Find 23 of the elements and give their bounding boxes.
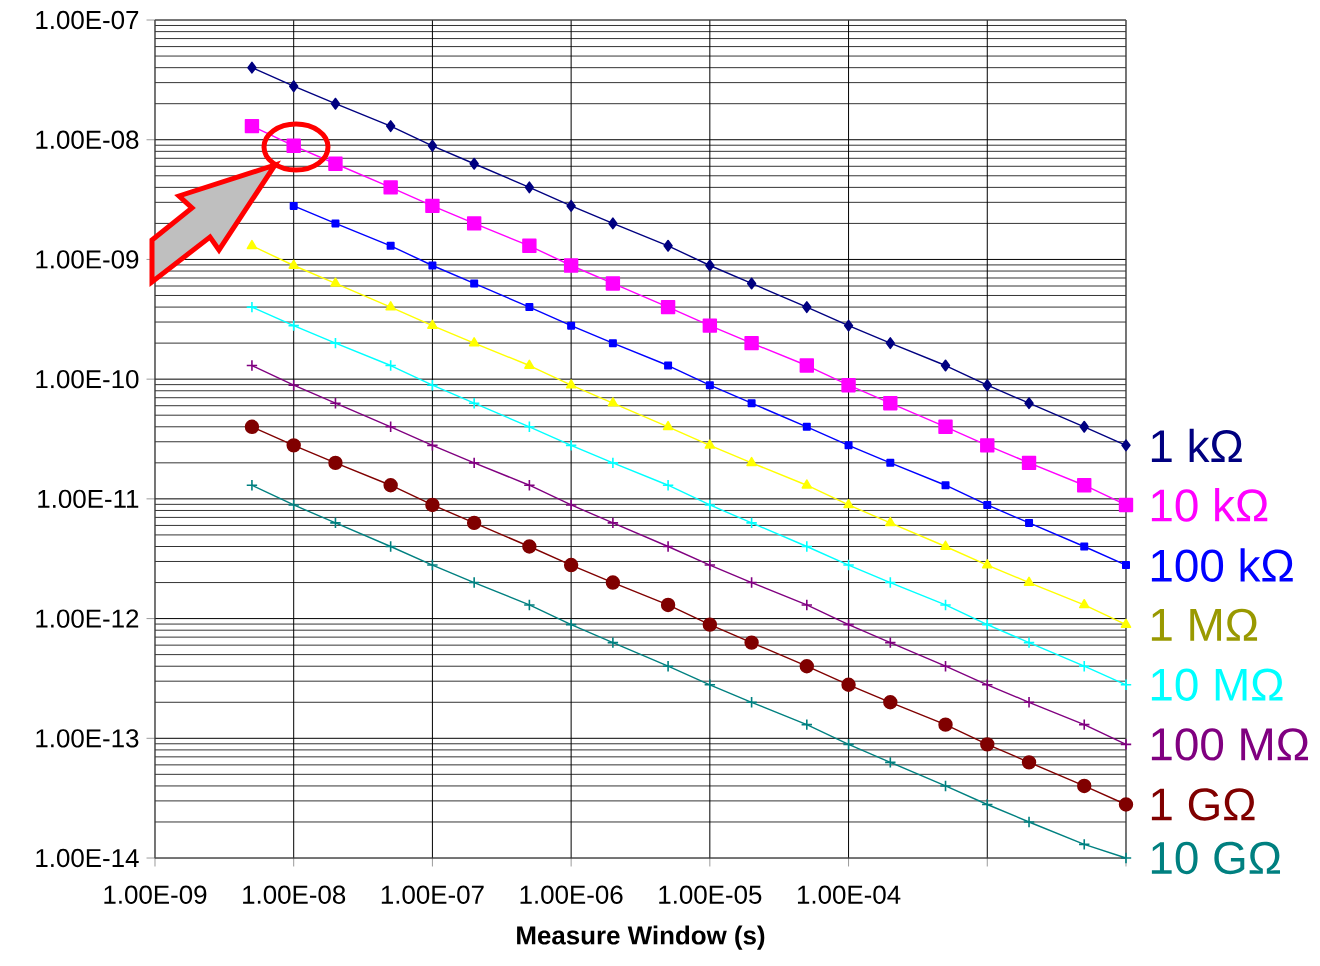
y-tick-label: 1.00E-08 bbox=[36, 130, 139, 149]
x-tick-label: 1.00E-06 bbox=[520, 885, 623, 904]
x-tick-label: 1.00E-04 bbox=[797, 885, 901, 904]
y-tick-label: 1.00E-13 bbox=[36, 729, 139, 748]
y-tick-label: 1.00E-10 bbox=[36, 369, 139, 389]
x-tick-label: 1.00E-09 bbox=[104, 885, 207, 904]
series-label: 10 kΩ bbox=[1151, 488, 1268, 522]
y-tick-label: 1.00E-11 bbox=[38, 489, 139, 509]
y-tick-label: 1.00E-07 bbox=[36, 10, 139, 30]
x-tick-label: 1.00E-05 bbox=[659, 885, 762, 904]
series-label: 1 GΩ bbox=[1151, 788, 1255, 821]
series-label: 100 MΩ bbox=[1151, 728, 1309, 761]
y-tick-label: 1.00E-09 bbox=[36, 250, 139, 269]
series-label: 100 kΩ bbox=[1151, 548, 1293, 582]
x-axis-title: Measure Window (s) bbox=[517, 925, 765, 950]
x-tick-label: 1.00E-07 bbox=[381, 885, 484, 904]
x-tick-label: 1.00E-08 bbox=[243, 885, 346, 904]
series-label: 10 MΩ bbox=[1151, 668, 1283, 701]
series-label: 10 GΩ bbox=[1151, 841, 1281, 875]
y-tick-label: 1.00E-12 bbox=[36, 609, 139, 628]
series-label: 1 kΩ bbox=[1151, 428, 1242, 462]
y-tick-label: 1.00E-14 bbox=[36, 848, 139, 868]
series-label: 1 MΩ bbox=[1151, 608, 1258, 641]
